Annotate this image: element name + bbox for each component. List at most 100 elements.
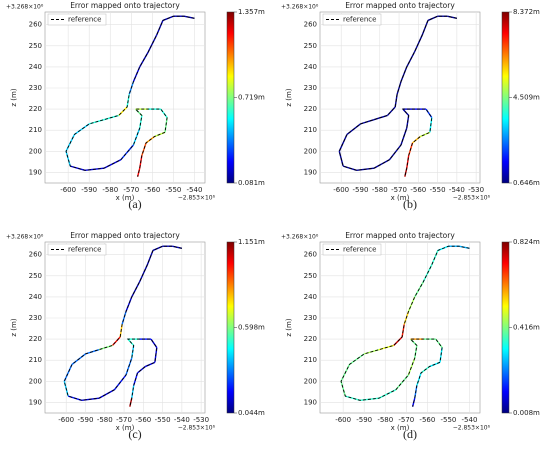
- colorbar-tick-label: 4.509m: [513, 94, 540, 102]
- trajectory-segment: [65, 151, 71, 167]
- x-tick-label: -540: [449, 186, 465, 194]
- y-axis-label: z (m): [285, 318, 293, 336]
- x-tick-label: -540: [187, 186, 203, 194]
- x-tick-label: -540: [174, 416, 190, 424]
- x-axis-label: x (m): [391, 424, 410, 432]
- colorbar: [226, 11, 235, 184]
- y-tick-label: 230: [29, 84, 42, 92]
- x-tick-label: -570: [391, 186, 407, 194]
- x-tick-label: -550: [165, 186, 181, 194]
- colorbar: [501, 241, 510, 414]
- caption: (b): [403, 197, 417, 211]
- y-offset: +3.268×10⁶: [281, 4, 319, 11]
- x-tick-label: -560: [135, 416, 151, 424]
- legend-label: reference: [68, 246, 101, 254]
- x-offset: −2.853×10⁶: [453, 425, 491, 432]
- y-tick-label: 220: [304, 105, 317, 113]
- legend-label: reference: [343, 16, 376, 24]
- x-tick-label: -580: [372, 186, 388, 194]
- y-tick-label: 230: [304, 84, 317, 92]
- y-tick-label: 200: [304, 377, 317, 385]
- y-axis-label: z (m): [285, 88, 293, 106]
- x-tick-label: -590: [356, 416, 372, 424]
- x-tick-label: -580: [97, 416, 113, 424]
- y-tick-label: 220: [29, 105, 42, 113]
- plot-area: [319, 241, 481, 414]
- colorbar-tick-label: 0.598m: [238, 323, 265, 331]
- colorbar-tick-label: 0.416m: [513, 324, 540, 332]
- x-tick-label: -560: [144, 186, 160, 194]
- y-tick-label: 240: [304, 63, 317, 71]
- y-tick-label: 220: [29, 335, 42, 343]
- x-offset: −2.853×10⁶: [453, 195, 491, 202]
- y-tick-label: 200: [29, 377, 42, 385]
- plot-area: [44, 241, 206, 414]
- y-tick-label: 260: [29, 251, 42, 259]
- x-tick-label: -590: [78, 416, 94, 424]
- colorbar: [226, 241, 235, 414]
- x-tick-label: -550: [155, 416, 171, 424]
- x-tick-label: -550: [440, 416, 456, 424]
- legend-box: [47, 243, 107, 256]
- legend-label: reference: [343, 246, 376, 254]
- trajectory-segment: [340, 381, 346, 397]
- trajectory-segment: [121, 311, 127, 325]
- reference-line: [65, 15, 195, 177]
- colorbar-tick-label: 0.044m: [238, 409, 265, 417]
- y-tick-label: 200: [304, 147, 317, 155]
- panel: -600 -590 -580 -570 -560 -550 -540 -530 190 200 21…: [6, 231, 265, 441]
- x-tick-label: -550: [430, 186, 446, 194]
- x-tick-label: -560: [410, 186, 426, 194]
- y-tick-label: 240: [29, 293, 42, 301]
- trajectory-segment: [125, 296, 133, 312]
- caption: (a): [128, 197, 141, 211]
- panel: -600 -590 -580 -570 -560 -550 -540 190 200 210 220…: [6, 1, 265, 211]
- y-tick-label: 230: [304, 314, 317, 322]
- x-tick-label: -600: [60, 186, 76, 194]
- colorbar-tick-label: 8.372m: [513, 8, 540, 16]
- y-tick-label: 190: [29, 168, 42, 176]
- y-tick-label: 210: [29, 356, 42, 364]
- y-tick-label: 250: [304, 42, 317, 50]
- y-tick-label: 250: [304, 272, 317, 280]
- trajectory-segment: [396, 81, 402, 95]
- x-tick-label: -580: [102, 186, 118, 194]
- colorbar-tick-label: 0.081m: [238, 179, 265, 187]
- x-tick-label: -590: [81, 186, 97, 194]
- caption: (c): [128, 427, 141, 441]
- y-tick-label: 190: [29, 398, 42, 406]
- x-tick-label: -600: [335, 416, 351, 424]
- colorbar-tick-label: 0.719m: [238, 94, 265, 102]
- y-tick-label: 190: [304, 168, 317, 176]
- x-axis-label: x (m): [116, 194, 135, 202]
- trajectory-segment: [414, 345, 418, 359]
- colorbar-tick-label: 0.824m: [513, 238, 540, 246]
- colorbar-tick-label: 0.646m: [513, 179, 540, 187]
- chart-title: Error mapped onto trajectory: [70, 231, 180, 240]
- chart-title: Error mapped onto trajectory: [345, 1, 455, 10]
- x-axis-label: x (m): [116, 424, 135, 432]
- y-tick-label: 250: [29, 272, 42, 280]
- caption: (d): [403, 427, 417, 441]
- y-offset: +3.268×10⁶: [6, 234, 44, 241]
- plot-area: [44, 11, 206, 184]
- y-offset: +3.268×10⁶: [281, 234, 319, 241]
- plot-area: [319, 11, 481, 184]
- reference-line: [338, 15, 457, 177]
- x-tick-label: -600: [333, 186, 349, 194]
- y-tick-label: 260: [304, 251, 317, 259]
- legend-box: [47, 13, 107, 26]
- x-tick-label: -580: [377, 416, 393, 424]
- y-tick-label: 210: [29, 126, 42, 134]
- panel: -600 -590 -580 -570 -560 -550 -540 190 200 210 220…: [281, 231, 540, 441]
- colorbar-tick-label: 0.008m: [513, 409, 540, 417]
- reference-line: [340, 245, 470, 407]
- chart-title: Error mapped onto trajectory: [345, 231, 455, 240]
- x-tick-label: -570: [123, 186, 139, 194]
- chart-title: Error mapped onto trajectory: [70, 1, 180, 10]
- trajectory-segment: [70, 165, 86, 172]
- y-tick-label: 210: [304, 356, 317, 364]
- colorbar-tick-label: 1.357m: [238, 8, 265, 16]
- colorbar-tick-label: 1.151m: [238, 238, 265, 246]
